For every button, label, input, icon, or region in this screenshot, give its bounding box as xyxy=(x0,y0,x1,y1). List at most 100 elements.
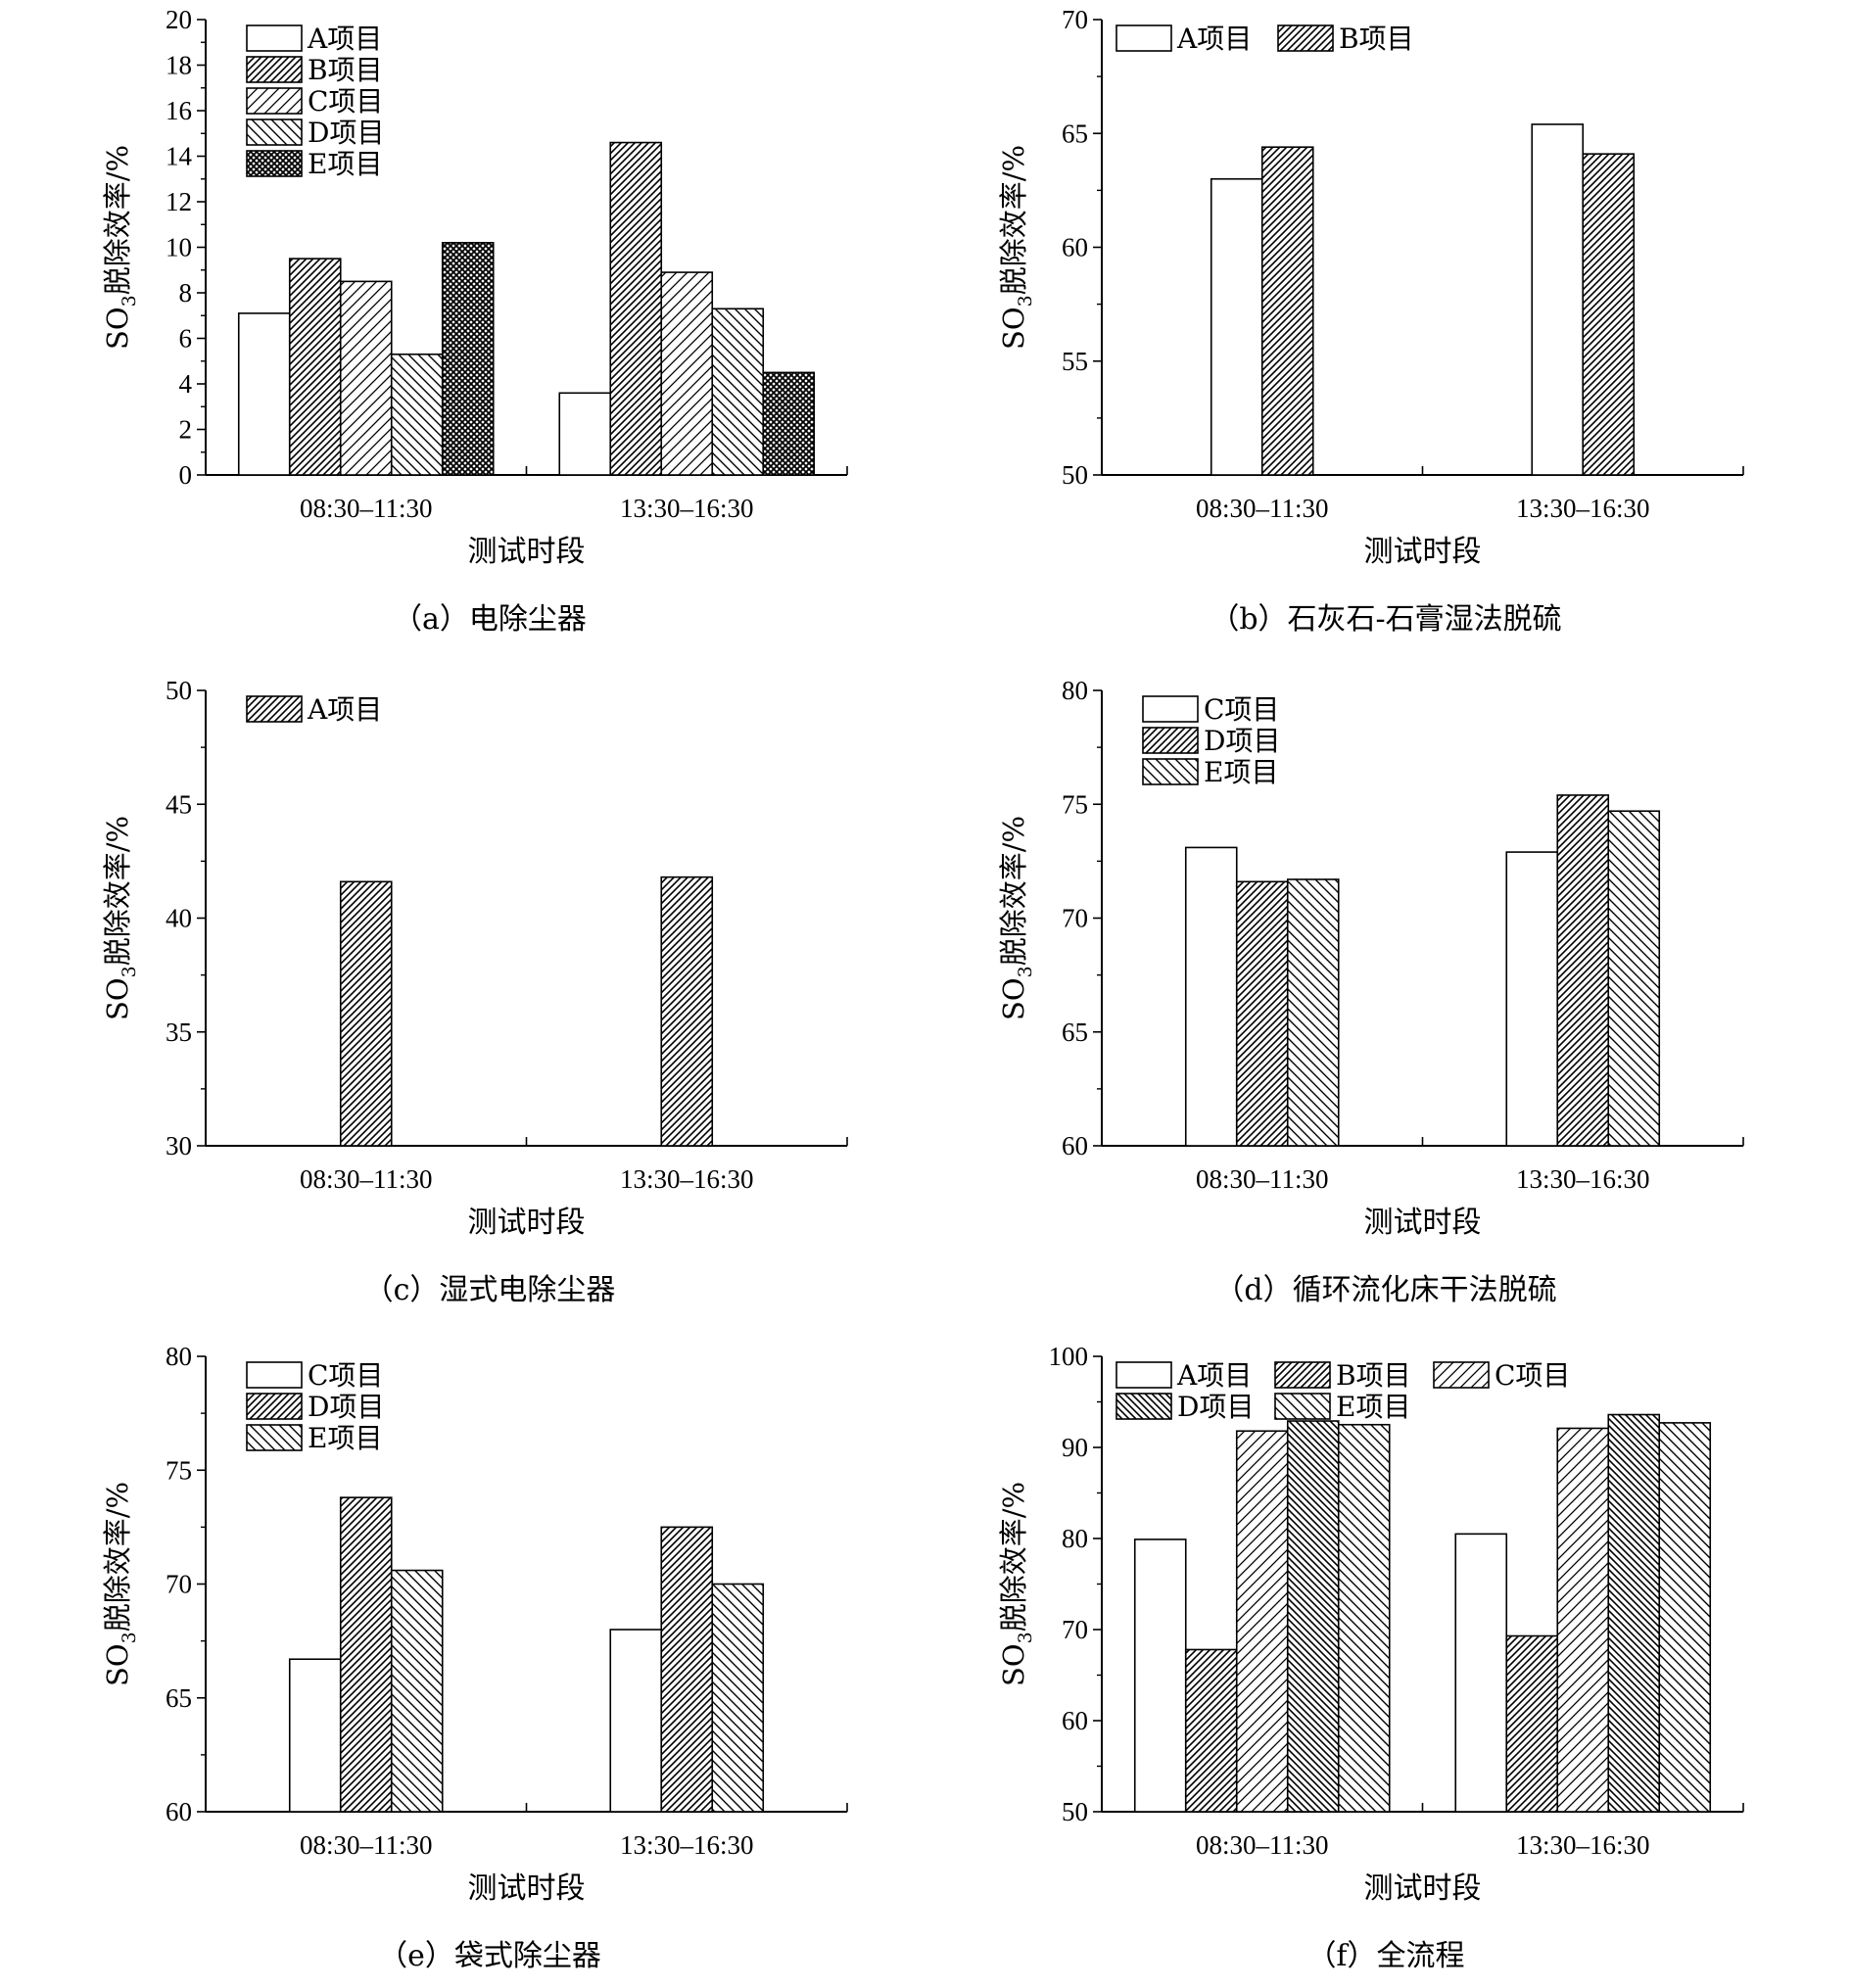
bar-e-0-1 xyxy=(609,1629,663,1813)
chart-svg-e: 60 65 70 75 80 08:30–11:30 13:30–16:30 测试时段 SO3脱… xyxy=(101,1342,848,1906)
legend-swatch xyxy=(1142,695,1199,723)
chart-svg-f: 50 60 70 80 90 100 08:30–11:30 13:30–16:30 测试时段 S… xyxy=(997,1342,1744,1906)
y-tick-label: 16 xyxy=(166,96,192,125)
y-tick-label: 65 xyxy=(166,1683,192,1713)
bar-d-2-1 xyxy=(1607,810,1661,1147)
legend-swatch xyxy=(1433,1361,1490,1389)
y-tick-label: 80 xyxy=(1062,676,1088,705)
bar-a-0-0 xyxy=(237,312,291,476)
bar-b-1-0 xyxy=(1260,146,1314,476)
bar-a-2-1 xyxy=(660,271,714,476)
x-tick-label: 08:30–11:30 xyxy=(300,1830,433,1860)
legend-label: C项目 xyxy=(308,1359,383,1392)
bar-f-4-0 xyxy=(1337,1423,1391,1813)
chart-panel-b: 50 55 60 65 70 08:30–11:30 13:30–16:30 测试时段 SO3脱… xyxy=(935,5,1836,651)
bar-f-0-0 xyxy=(1133,1538,1187,1813)
bar-f-3-0 xyxy=(1286,1420,1340,1813)
bar-a-3-1 xyxy=(711,308,765,476)
y-axis-label: SO3脱除效率/% xyxy=(101,1482,140,1686)
y-tick-label: 80 xyxy=(166,1342,192,1371)
x-tick-label: 13:30–16:30 xyxy=(1516,1830,1650,1860)
chart-svg-a: 0 2 4 6 8 10 12 14 16 18 20 08:30–11:30 13:30–16:30 测… xyxy=(101,5,848,569)
bar-d-1-1 xyxy=(1556,794,1610,1147)
legend-swatch xyxy=(1115,1361,1172,1389)
y-tick-label: 6 xyxy=(179,324,193,354)
y-tick-label: 40 xyxy=(166,904,192,933)
legend-label: E项目 xyxy=(308,1422,382,1454)
x-tick-label: 08:30–11:30 xyxy=(300,1164,433,1194)
legend-label: C项目 xyxy=(1495,1359,1570,1392)
y-tick-label: 8 xyxy=(179,278,193,308)
y-tick-label: 60 xyxy=(1062,1706,1088,1735)
bar-a-4-0 xyxy=(441,242,495,476)
x-tick-label: 13:30–16:30 xyxy=(620,1830,754,1860)
legend-label: A项目 xyxy=(307,23,382,55)
bar-c-0-0 xyxy=(339,880,393,1147)
legend-swatch xyxy=(246,150,303,177)
y-tick-label: 55 xyxy=(1062,347,1088,376)
y-tick-label: 65 xyxy=(1062,1018,1088,1047)
bar-d-0-0 xyxy=(1184,846,1238,1147)
chart-panel-a: 0 2 4 6 8 10 12 14 16 18 20 08:30–11:30 13:30–16:30 测… xyxy=(39,5,940,651)
bar-d-0-1 xyxy=(1505,851,1559,1147)
y-tick-label: 60 xyxy=(1062,1131,1088,1160)
y-tick-label: 70 xyxy=(1062,1615,1088,1644)
bar-e-1-0 xyxy=(339,1496,393,1813)
legend-label: D项目 xyxy=(308,117,384,149)
y-tick-label: 18 xyxy=(166,51,192,80)
legend-label: A项目 xyxy=(1176,23,1252,55)
x-tick-label: 13:30–16:30 xyxy=(620,1164,754,1194)
legend-label: E项目 xyxy=(1336,1391,1410,1423)
y-tick-label: 30 xyxy=(166,1131,192,1160)
chart-svg-b: 50 55 60 65 70 08:30–11:30 13:30–16:30 测试时段 SO3脱… xyxy=(997,5,1744,569)
chart-caption-a: （a）电除尘器 xyxy=(393,602,587,637)
bar-c-0-1 xyxy=(660,876,714,1147)
bar-f-3-1 xyxy=(1607,1413,1661,1813)
chart-panel-e: 60 65 70 75 80 08:30–11:30 13:30–16:30 测试时段 SO3脱… xyxy=(39,1342,940,1988)
legend-label: B项目 xyxy=(1339,23,1414,55)
chart-caption-e: （e）袋式除尘器 xyxy=(378,1939,601,1973)
legend-swatch xyxy=(1115,1393,1172,1420)
y-tick-label: 2 xyxy=(179,415,193,445)
y-tick-label: 75 xyxy=(166,1455,192,1485)
chart-caption-d: （d）循环流化床干法脱硫 xyxy=(1214,1273,1557,1307)
y-tick-label: 50 xyxy=(1062,1797,1088,1826)
bar-b-0-1 xyxy=(1531,123,1585,476)
y-axis-label: SO3脱除效率/% xyxy=(997,1482,1036,1686)
bar-d-1-0 xyxy=(1235,880,1289,1147)
legend-swatch xyxy=(1115,24,1172,52)
bar-a-2-0 xyxy=(339,280,393,476)
legend-label: C项目 xyxy=(308,85,383,118)
x-tick-label: 08:30–11:30 xyxy=(1196,494,1329,523)
legend-swatch xyxy=(246,695,303,723)
legend-label: E项目 xyxy=(308,148,382,180)
y-tick-label: 80 xyxy=(1062,1524,1088,1553)
legend-label: D项目 xyxy=(1177,1391,1254,1423)
y-tick-label: 4 xyxy=(179,369,193,399)
y-axis-label: SO3脱除效率/% xyxy=(101,145,140,350)
legend-label: C项目 xyxy=(1204,693,1279,726)
legend-swatch xyxy=(1142,727,1199,754)
y-tick-label: 50 xyxy=(1062,460,1088,490)
x-tick-label: 08:30–11:30 xyxy=(1196,1164,1329,1194)
legend-swatch xyxy=(1274,1393,1331,1420)
legend-label: B项目 xyxy=(308,54,383,86)
bar-e-2-0 xyxy=(390,1569,444,1813)
legend-swatch xyxy=(246,24,303,52)
legend-label: A项目 xyxy=(1176,1359,1252,1392)
x-axis-label: 测试时段 xyxy=(468,1206,586,1240)
bar-d-2-0 xyxy=(1286,878,1340,1147)
x-tick-label: 08:30–11:30 xyxy=(1196,1830,1329,1860)
bar-e-2-1 xyxy=(711,1583,765,1813)
y-tick-label: 70 xyxy=(166,1570,192,1599)
legend-label: E项目 xyxy=(1204,756,1278,788)
y-axis-label: SO3脱除效率/% xyxy=(101,816,140,1020)
legend-swatch xyxy=(246,118,303,146)
legend-swatch xyxy=(246,1361,303,1389)
y-tick-label: 65 xyxy=(1062,118,1088,148)
chart-caption-f: （f）全流程 xyxy=(1306,1939,1465,1973)
bar-f-1-0 xyxy=(1184,1648,1238,1813)
x-tick-label: 13:30–16:30 xyxy=(1516,1164,1650,1194)
bar-f-2-0 xyxy=(1235,1430,1289,1813)
